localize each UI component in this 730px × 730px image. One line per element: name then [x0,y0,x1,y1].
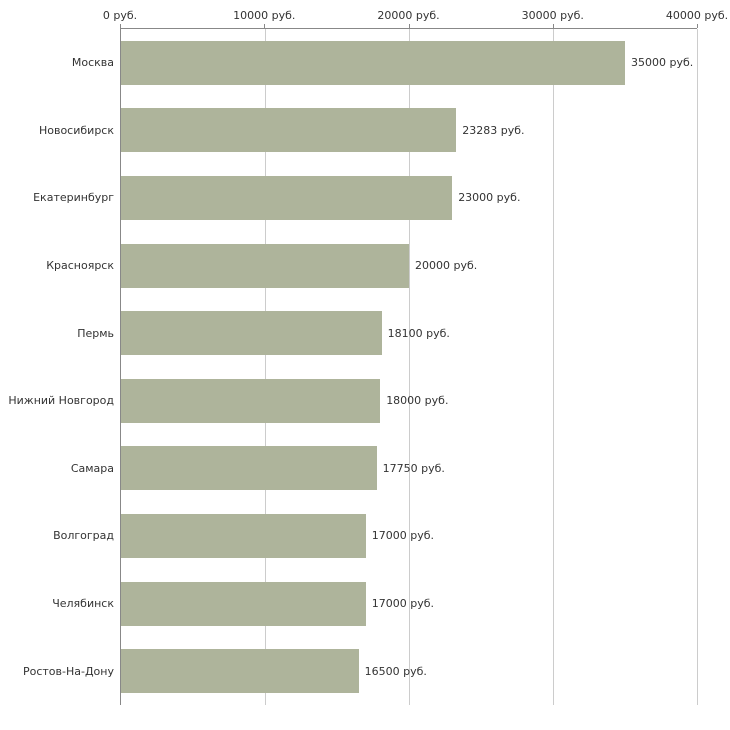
value-label: 16500 руб. [364,664,427,678]
value-label: 18100 руб. [387,326,450,340]
x-tick-mark [264,24,266,28]
value-label: 23000 руб. [458,191,521,205]
x-tick-label: 10000 руб. [233,9,296,22]
bar [121,446,377,491]
category-label: Волгоград [53,529,114,543]
bar-row: Красноярск 20000 руб. [46,232,697,300]
bar [121,311,382,356]
bar [121,513,366,558]
bar-row: Челябинск 17000 руб. [52,570,697,638]
bar [121,378,381,423]
value-label: 17000 руб. [371,597,435,611]
x-tick-mark [408,24,410,28]
bar [121,176,453,220]
bar-row: Пермь 18100 руб. [77,299,697,367]
category-label: Екатеринбург [33,191,114,205]
value-label: 18000 руб. [386,394,449,408]
gridline [697,29,698,705]
bar-row: Волгоград 17000 руб. [53,502,697,570]
gridline [409,29,410,705]
bar [121,649,359,694]
bar-row: Новосибирск 23283 руб. [39,97,697,165]
category-label: Красноярск [46,259,114,273]
value-label: 23283 руб. [462,123,525,137]
category-label: Пермь [77,326,114,340]
category-label: Москва [71,56,114,70]
x-tick-mark [120,24,121,28]
x-tick-label: 20000 руб. [377,9,440,22]
category-label: Нижний Новгород [8,394,114,408]
x-tick-label: 40000 руб. [665,9,729,22]
value-label: 17000 руб. [371,529,435,543]
bar [121,108,457,153]
category-label: Ростов-На-Дону [22,664,114,678]
category-label: Челябинск [52,597,114,611]
bar-row: Самара 17750 руб. [71,435,697,503]
plot-area: Москва 35000 руб. Новосибирск 23283 руб. Ека… [8,28,698,705]
category-label: Новосибирск [38,123,114,137]
bar-row: Екатеринбург 23000 руб. [33,164,697,232]
gridline [553,29,554,705]
bar-row: Нижний Новгород 18000 руб. [8,367,697,435]
value-label: 20000 руб. [415,259,478,273]
x-tick-label: 0 руб. [102,9,138,22]
value-label: 35000 руб. [631,56,694,70]
bar [121,243,409,288]
bar-row: Москва 35000 руб. [72,29,697,97]
x-tick-label: 30000 руб. [521,9,584,22]
x-tick-mark [552,24,554,28]
bar [121,40,625,85]
x-tick-mark [697,24,698,28]
category-label: Самара [70,461,114,475]
gridline [265,29,266,705]
value-label: 17750 руб. [382,461,445,475]
bar [121,581,366,626]
x-axis: 0 руб. 10000 руб. 20000 руб. 30000 руб. 4000… [103,6,728,28]
bar-row: Ростов-На-Дону 16500 руб. [23,637,697,705]
